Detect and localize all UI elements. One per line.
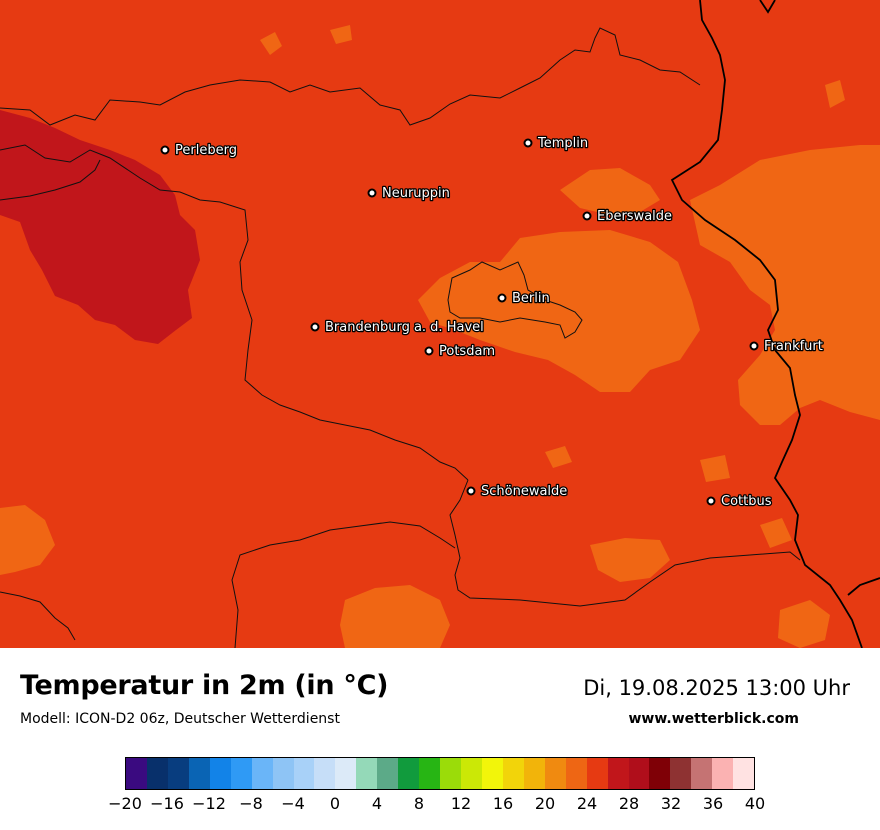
colorbar-tick-label: 12 <box>450 794 472 813</box>
colorbar-segment <box>691 758 713 789</box>
colorbar-tick-label: 24 <box>576 794 598 813</box>
colorbar-tick-label: 32 <box>660 794 682 813</box>
colorbar-segment <box>712 758 734 789</box>
colorbar-segment <box>188 758 210 789</box>
colorbar-segment <box>398 758 420 789</box>
colorbar-segment <box>272 758 294 789</box>
berlin-border <box>447 261 583 339</box>
cool-region-south <box>340 585 450 648</box>
colorbar-segment <box>607 758 629 789</box>
colorbar-tick-label: −20 <box>108 794 142 813</box>
temperature-map: Perleberg Templin Neuruppin Eberswalde Berli… <box>0 0 880 648</box>
city-label: Eberswalde <box>597 209 672 224</box>
colorbar-segment <box>419 758 441 789</box>
city-label: Potsdam <box>439 344 495 359</box>
cool-region-north <box>560 168 660 215</box>
colorbar-segment <box>293 758 315 789</box>
colorbar-segment <box>481 758 503 789</box>
city-label: Schönewalde <box>481 484 567 499</box>
cool-region-far-southeast <box>778 600 830 648</box>
state-border-north <box>0 27 701 126</box>
city-label: Brandenburg a. d. Havel <box>325 320 484 335</box>
colorbar-segment <box>733 758 755 789</box>
colorbar-tick-label: −16 <box>150 794 184 813</box>
city-label: Templin <box>537 136 588 151</box>
city-dot <box>749 341 759 351</box>
colorbar-segment <box>356 758 378 789</box>
colorbar-segment <box>167 758 189 789</box>
colorbar-segment <box>649 758 671 789</box>
city-label: Cottbus <box>721 494 772 509</box>
colorbar-tick-label: 8 <box>413 794 425 813</box>
map-canvas: Perleberg Templin Neuruppin Eberswalde Berli… <box>0 0 880 648</box>
colorbar-segment <box>440 758 461 789</box>
city-dot <box>424 346 434 356</box>
colorbar-segment <box>586 758 608 789</box>
cool-spot-4 <box>545 446 572 468</box>
state-border-southwest <box>0 591 76 641</box>
state-border-south <box>449 479 801 607</box>
city-dot <box>310 322 320 332</box>
colorbar-segment <box>461 758 482 789</box>
warm-region <box>0 110 200 344</box>
colorbar-segment <box>544 758 566 789</box>
colorbar-tick-label: 0 <box>329 794 341 813</box>
colorbar-tick-label: 16 <box>492 794 514 813</box>
cool-spot-5 <box>700 455 730 482</box>
colorbar-segment <box>502 758 524 789</box>
colorbar-segment <box>377 758 399 789</box>
cool-region-southeast <box>590 538 670 582</box>
colorbar-tick-label: −4 <box>281 794 305 813</box>
map-title: Temperatur in 2m (in °C) <box>20 670 389 701</box>
website-link[interactable]: www.wetterblick.com <box>628 711 800 727</box>
state-border-saxony-west <box>231 521 456 648</box>
map-subtitle: Modell: ICON-D2 06z, Deutscher Wetterdie… <box>20 711 340 727</box>
state-border-west <box>0 144 469 481</box>
colorbar-segment <box>314 758 336 789</box>
colorbar-segment <box>126 758 147 789</box>
colorbar-segment <box>670 758 692 789</box>
city-label: Frankfurt <box>764 339 823 354</box>
colorbar-tick-label: 36 <box>702 794 724 813</box>
cool-spot-1 <box>260 32 282 55</box>
national-border-czech <box>847 577 880 596</box>
colorbar-segment <box>146 758 168 789</box>
colorbar-tick-label: 4 <box>371 794 383 813</box>
city-markers: Perleberg Templin Neuruppin Eberswalde Berli… <box>160 135 824 510</box>
cool-spot-6 <box>760 518 792 548</box>
colorbar-tick-labels: −20 −16 −12 −8 −4 0 4 8 12 16 20 24 28 32 36 40 <box>0 790 880 830</box>
state-border-west-inner <box>0 159 101 201</box>
cool-region-east <box>690 145 880 425</box>
colorbar-tick-label: −8 <box>239 794 263 813</box>
city-label: Berlin <box>512 291 550 306</box>
colorbar-tick-label: 28 <box>618 794 640 813</box>
colorbar-segment <box>251 758 273 789</box>
national-border-poland <box>670 0 863 648</box>
forecast-datetime: Di, 19.08.2025 13:00 Uhr <box>583 676 850 700</box>
colorbar-segment <box>335 758 357 789</box>
colorbar-tick-label: −12 <box>192 794 226 813</box>
cool-spot-3 <box>825 80 845 108</box>
temperature-colorbar <box>125 757 755 790</box>
colorbar-segment <box>230 758 252 789</box>
cool-region-berlin <box>418 230 700 392</box>
city-dot <box>466 486 476 496</box>
city-dot <box>706 496 716 506</box>
colorbar-tick-label: 20 <box>534 794 556 813</box>
national-border-northeast <box>759 0 776 14</box>
cool-region-southwest <box>0 505 55 575</box>
city-label: Neuruppin <box>382 186 450 201</box>
colorbar-segment <box>523 758 545 789</box>
city-label: Perleberg <box>175 143 237 158</box>
colorbar-segment <box>628 758 650 789</box>
city-dot <box>160 145 170 155</box>
colorbar-segment <box>209 758 231 789</box>
colorbar-tick-label: 40 <box>744 794 766 813</box>
city-dot <box>367 188 377 198</box>
cool-spot-2 <box>330 25 352 44</box>
city-dot <box>523 138 533 148</box>
city-dot <box>497 293 507 303</box>
city-dot <box>582 211 592 221</box>
colorbar-segment <box>565 758 587 789</box>
